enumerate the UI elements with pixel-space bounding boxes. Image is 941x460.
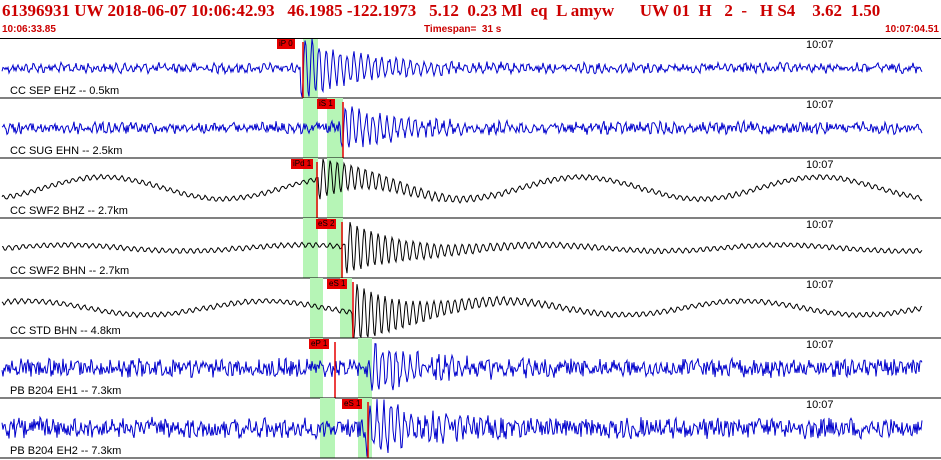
channel-label: CC SWF2 BHN -- 2.7km xyxy=(10,265,130,277)
waveform-panel[interactable]: CC SEP EHZ -- 0.5km 10:07 iP 0 CC SUG EHN -… xyxy=(0,38,941,460)
pick-window-2 xyxy=(303,158,318,218)
channel-label: CC SWF2 BHZ -- 2.7km xyxy=(10,205,128,217)
pick-window-4 xyxy=(310,278,323,338)
end-time: 10:07:04.51 xyxy=(885,24,939,35)
phase-pick-tag[interactable]: eS 2 xyxy=(316,219,337,229)
pick-window-3 xyxy=(303,218,318,278)
waveform-trace-2 xyxy=(1,158,923,204)
pick-window-3 xyxy=(327,218,343,278)
waveform-trace-5 xyxy=(1,342,923,391)
time-tick-label: 10:07 xyxy=(806,339,834,351)
phase-pick-tag[interactable]: iPd 1 xyxy=(291,159,314,169)
phase-pick-tag[interactable]: eS 1 xyxy=(327,279,348,289)
channel-label: CC STD BHN -- 4.8km xyxy=(10,325,121,337)
pick-window-6 xyxy=(320,398,335,458)
time-tick-label: 10:07 xyxy=(806,99,834,111)
channel-label: CC SEP EHZ -- 0.5km xyxy=(10,85,120,97)
phase-pick-tag[interactable]: eS 1 xyxy=(342,399,363,409)
phase-pick-tag[interactable]: iP 0 xyxy=(277,39,295,49)
pick-window-4 xyxy=(340,278,352,338)
waveform-trace-0 xyxy=(1,38,923,98)
waveform-trace-6 xyxy=(1,399,923,457)
pick-window-1 xyxy=(303,98,318,158)
phase-pick-tag[interactable]: eP 1 xyxy=(309,339,330,349)
timespan: Timespan= 31 s xyxy=(424,24,502,35)
start-time: 10:06:33.85 xyxy=(2,24,56,35)
waveform-trace-4 xyxy=(1,284,923,339)
phase-pick-tag[interactable]: iS 1 xyxy=(317,99,335,109)
time-tick-label: 10:07 xyxy=(806,279,834,291)
waveform-trace-3 xyxy=(1,221,923,274)
waveform-trace-1 xyxy=(1,106,923,148)
channel-label: PB B204 EH1 -- 7.3km xyxy=(10,385,122,397)
pick-window-5 xyxy=(358,338,372,398)
channel-label: PB B204 EH2 -- 7.3km xyxy=(10,445,122,457)
event-summary-line: 61396931 UW 2018-06-07 10:06:42.93 46.19… xyxy=(2,1,881,20)
time-tick-label: 10:07 xyxy=(806,39,834,51)
event-header: 61396931 UW 2018-06-07 10:06:42.93 46.19… xyxy=(0,0,941,35)
channel-label: CC SUG EHN -- 2.5km xyxy=(10,145,123,157)
waveform-canvas[interactable] xyxy=(0,38,941,460)
time-tick-label: 10:07 xyxy=(806,399,834,411)
time-tick-label: 10:07 xyxy=(806,159,834,171)
time-tick-label: 10:07 xyxy=(806,219,834,231)
